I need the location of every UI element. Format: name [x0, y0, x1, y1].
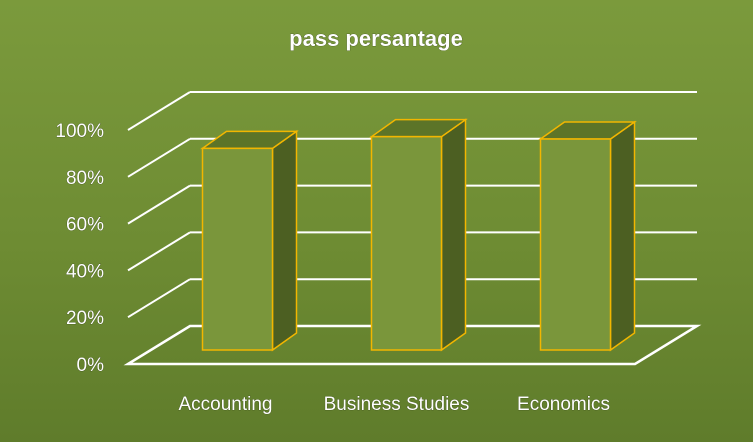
y-tick-label: 80%	[66, 168, 104, 189]
y-tick-label: 0%	[77, 355, 105, 376]
x-category-label: Economics	[517, 394, 610, 415]
bars	[200, 118, 637, 352]
y-axis-ticks: 0% 20% 40% 60% 80% 100%	[55, 121, 105, 377]
bar-side	[440, 118, 467, 352]
gridline-side	[127, 137, 191, 178]
bar-front	[370, 135, 443, 351]
x-category-label: Accounting	[178, 394, 272, 415]
chart-title: pass persantage	[289, 26, 463, 51]
bar	[200, 129, 299, 352]
y-tick-label: 60%	[66, 215, 104, 236]
chart-floor	[123, 324, 702, 366]
y-tick-label: 100%	[55, 121, 104, 142]
bar-front	[539, 138, 612, 351]
y-tick-label: 20%	[66, 308, 104, 329]
x-axis-categories: Accounting Business Studies Economics	[178, 394, 610, 416]
bar	[369, 118, 468, 352]
gridline-side	[127, 231, 191, 272]
x-category-label: Business Studies	[324, 394, 470, 415]
bar	[538, 120, 637, 352]
bar-side	[609, 120, 636, 352]
bar-side	[271, 129, 298, 352]
gridline-side	[127, 184, 191, 225]
gridline-side	[127, 91, 191, 131]
gridline-side	[127, 278, 191, 319]
y-tick-label: 40%	[66, 261, 104, 282]
bar-front	[201, 147, 274, 351]
